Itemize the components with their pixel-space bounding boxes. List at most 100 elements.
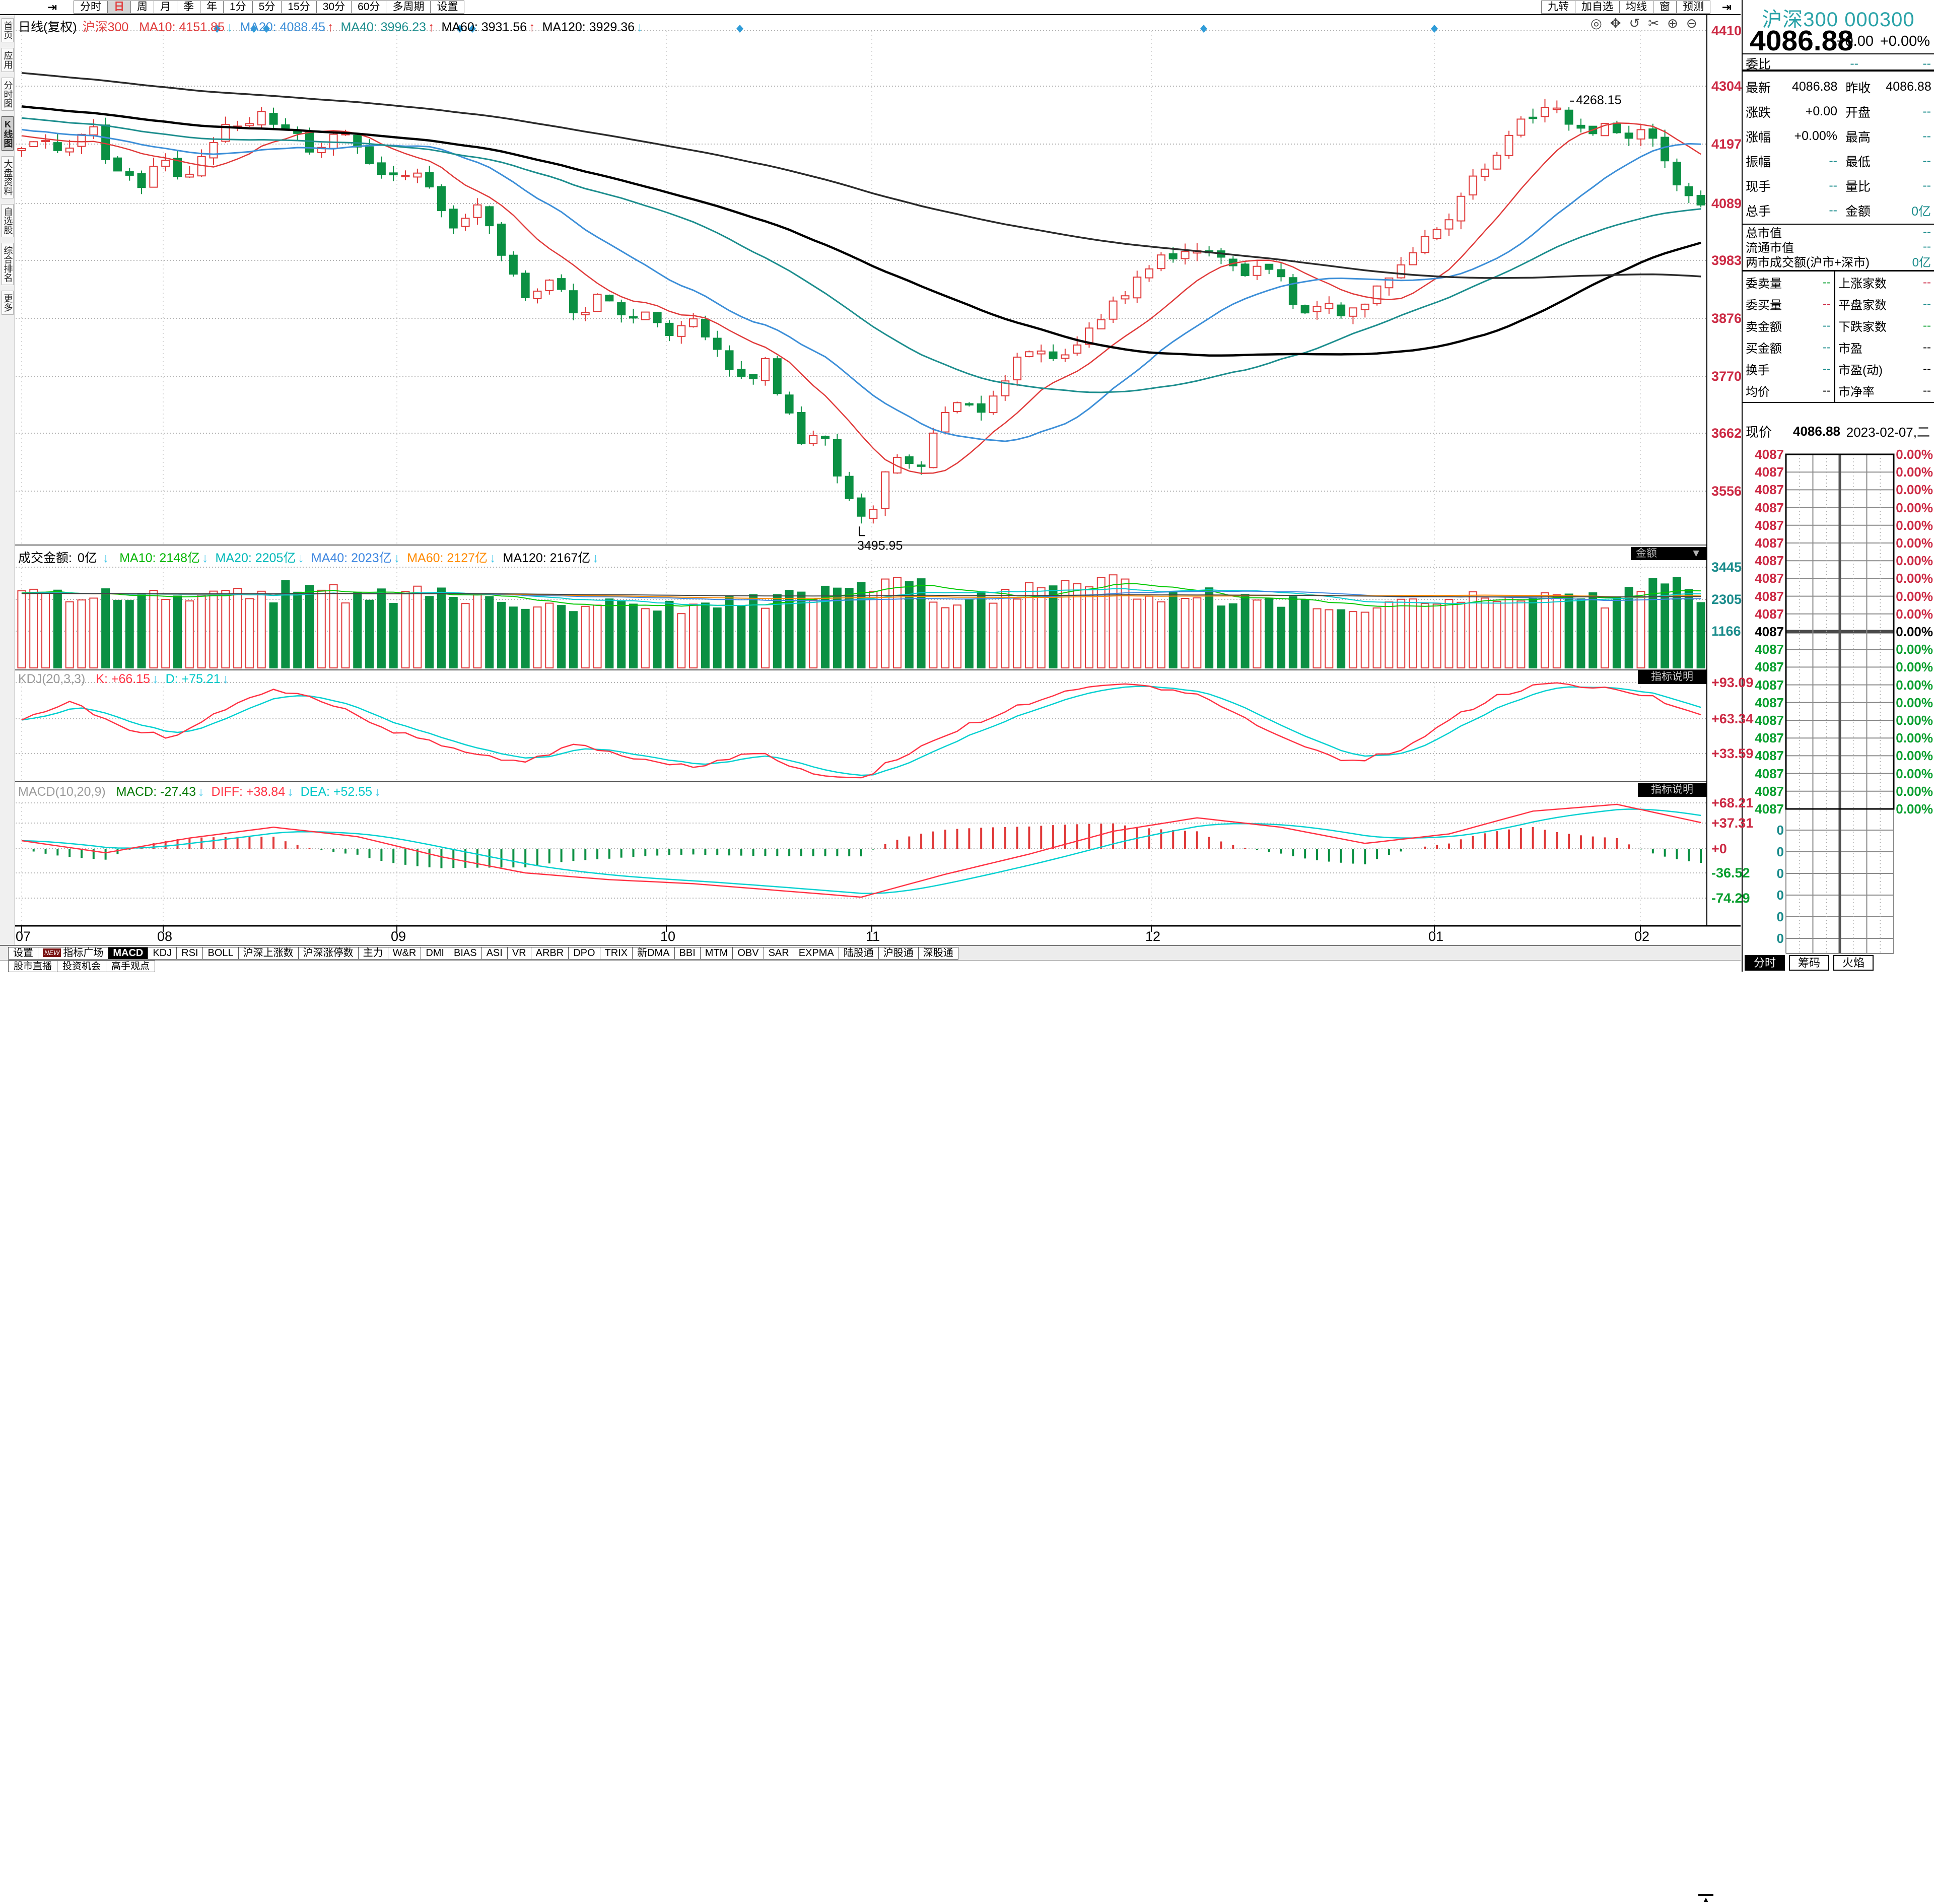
kdj-indicator-help-button[interactable]: 指标说明 [1638, 670, 1706, 685]
toolbar-tab-5分[interactable]: 5分 [252, 1, 282, 14]
tab-live-股市直播[interactable]: 股市直播 [8, 961, 58, 972]
ladder-price-19: 4087 [1755, 783, 1784, 799]
sidebar-item-应用[interactable]: 应用 [1, 48, 14, 72]
down-arrow-icon: ↓ [393, 551, 400, 565]
collapse-right-icon[interactable]: ⇥ [1721, 1, 1732, 14]
toolbar-button-均线[interactable]: 均线 [1620, 1, 1653, 14]
tab-indicator-DMI[interactable]: DMI [421, 947, 449, 960]
panel-tab-筹码[interactable]: 筹码 [1789, 955, 1830, 971]
tab-indicator-BOLL[interactable]: BOLL [203, 947, 239, 960]
toolbar-tab-分时[interactable]: 分时 [74, 1, 108, 14]
pan-hand-icon[interactable]: ✥ [1610, 16, 1621, 31]
zoom-in-icon[interactable]: ⊕ [1667, 16, 1678, 31]
undo-icon[interactable]: ↺ [1629, 16, 1640, 31]
svg-text:4197: 4197 [1711, 137, 1742, 152]
tab-indicator-沪股通[interactable]: 沪股通 [878, 947, 919, 960]
tab-indicator-沪深涨停数[interactable]: 沪深涨停数 [298, 947, 359, 960]
toolbar-tab-15分[interactable]: 15分 [282, 1, 317, 14]
ladder-zero-2: 0 [1776, 866, 1784, 881]
legend-item-MA60: MA60: 3931.56 [441, 20, 527, 34]
tab-live-投资机会[interactable]: 投资机会 [57, 961, 107, 972]
live-tab-bar: 股市直播 投资机会 高手观点 [0, 960, 1741, 972]
tab-indicator-OBV[interactable]: OBV [733, 947, 764, 960]
chart-canvas[interactable]: 07 08 09 10 11 12 01 02 4410 4304 4197 4089 3983 3876… [0, 0, 1934, 972]
pair-row-市盈(动): 市盈(动) -- [1838, 358, 1931, 380]
collapse-up-icon[interactable]: ▲ [1698, 1894, 1713, 1904]
tab-live-高手观点[interactable]: 高手观点 [106, 961, 156, 972]
tab-indicator-沪深上涨数[interactable]: 沪深上涨数 [238, 947, 299, 960]
tab-indicator-SAR[interactable]: SAR [764, 947, 794, 960]
tab-indicator-BIAS[interactable]: BIAS [449, 947, 482, 960]
ladder-pct-20: 0.00% [1896, 801, 1933, 817]
quote-label-最高: 最高 [1845, 130, 1871, 145]
svg-text:3556: 3556 [1711, 484, 1742, 499]
volume-dropdown-label: 金额 [1636, 548, 1657, 559]
sidebar-item-K线图[interactable]: K线图 [1, 116, 14, 151]
tab-indicator-新DMA[interactable]: 新DMA [633, 947, 675, 960]
toolbar-tab-多周期[interactable]: 多周期 [386, 1, 431, 14]
tab-indicator-MACD[interactable]: MACD [108, 947, 149, 960]
tab-indicator-EXPMA[interactable]: EXPMA [794, 947, 839, 960]
sidebar-item-分时图[interactable]: 分时图 [1, 78, 14, 111]
quote-row-振幅: 振幅 -- 最低 -- [1743, 149, 1934, 173]
pair-value-换手: -- [1823, 362, 1831, 376]
tab-settings[interactable]: 设置 [8, 947, 38, 960]
toolbar-button-窗[interactable]: 窗 [1653, 1, 1677, 14]
sidebar-item-更多[interactable]: 更多 [1, 291, 14, 315]
quote-label-现手: 现手 [1746, 179, 1771, 194]
ladder-price-2: 4087 [1755, 482, 1784, 498]
tab-indicator-W&R[interactable]: W&R [388, 947, 422, 960]
pair-value-上涨家数: -- [1923, 275, 1931, 289]
pair-row-委买量: 委买量 -- [1746, 293, 1831, 315]
cut-icon[interactable]: ✂ [1648, 16, 1660, 31]
tab-indicator-BBI[interactable]: BBI [674, 947, 701, 960]
quote-pair-rows: 委卖量 -- 委买量 -- 卖金额 -- 买金额 -- 换手 -- 均价 -- 上涨家数 -- 平盘家数 -… [1743, 270, 1934, 403]
toolbar-button-九转[interactable]: 九转 [1541, 1, 1575, 14]
tab-indicator-ARBR[interactable]: ARBR [531, 947, 569, 960]
toolbar-tab-日[interactable]: 日 [108, 1, 131, 14]
tab-indicator-RSI[interactable]: RSI [177, 947, 203, 960]
tab-indicator-DPO[interactable]: DPO [569, 947, 600, 960]
tab-indicator-MTM[interactable]: MTM [700, 947, 733, 960]
tab-indicator-ASI[interactable]: ASI [481, 947, 508, 960]
toolbar-button-加自选[interactable]: 加自选 [1575, 1, 1620, 14]
sidebar-item-大盘资料[interactable]: 大盘资料 [1, 156, 14, 198]
tab-indicator-VR[interactable]: VR [507, 947, 531, 960]
toolbar-tab-周[interactable]: 周 [131, 1, 154, 14]
pair-value-市盈: -- [1923, 340, 1931, 354]
macd-indicator-help-button[interactable]: 指标说明 [1638, 783, 1706, 798]
chevron-down-icon: ▼ [1691, 548, 1701, 559]
sidebar-item-综合排名[interactable]: 综合排名 [1, 243, 14, 285]
macd-legend: MACD(10,20,9) MACD: -27.43 ↓ DIFF: +38.84 ↓… [18, 785, 388, 799]
ladder-price-17: 4087 [1755, 748, 1784, 764]
tab-indicator-TRIX[interactable]: TRIX [600, 947, 633, 960]
symbol-title[interactable]: 沪深300 000300 [1743, 3, 1934, 32]
tab-indicator-深股通[interactable]: 深股通 [918, 947, 958, 960]
ladder-zero-0: 0 [1776, 823, 1784, 838]
toolbar-tab-年[interactable]: 年 [200, 1, 224, 14]
tab-indicator-陆股通[interactable]: 陆股通 [839, 947, 879, 960]
panel-tab-分时[interactable]: 分时 [1745, 955, 1785, 971]
toolbar-tab-1分[interactable]: 1分 [224, 1, 253, 14]
ladder-price-13: 4087 [1755, 677, 1784, 693]
tab-indicator-KDJ[interactable]: KDJ [148, 947, 177, 960]
volume-metric-dropdown[interactable]: 金额 ▼ [1631, 547, 1706, 560]
toolbar-tab-月[interactable]: 月 [154, 1, 177, 14]
panel-tab-火焰[interactable]: 火焰 [1833, 955, 1874, 971]
svg-text:4089: 4089 [1711, 196, 1742, 211]
ladder-price-6: 4087 [1755, 553, 1784, 569]
collapse-left-icon[interactable]: ⇥ [47, 1, 57, 14]
toolbar-tab-30分[interactable]: 30分 [316, 1, 352, 14]
zoom-out-icon[interactable]: ⊖ [1686, 16, 1697, 31]
toolbar-tab-60分[interactable]: 60分 [352, 1, 387, 14]
toolbar-button-预测[interactable]: 预测 [1677, 1, 1710, 14]
crosshair-icon[interactable]: ◎ [1591, 16, 1602, 31]
sidebar-item-自选股[interactable]: 自选股 [1, 204, 14, 237]
svg-text:3770: 3770 [1711, 369, 1742, 384]
tab-indicator-主力[interactable]: 主力 [358, 947, 388, 960]
tab-indicator-plaza[interactable]: NEW 指标广场 [38, 947, 109, 960]
toolbar-tab-季[interactable]: 季 [177, 1, 200, 14]
toolbar-tab-设置[interactable]: 设置 [431, 1, 465, 14]
svg-text:+63.34: +63.34 [1711, 711, 1753, 726]
sidebar-item-首页[interactable]: 首页 [1, 18, 14, 42]
